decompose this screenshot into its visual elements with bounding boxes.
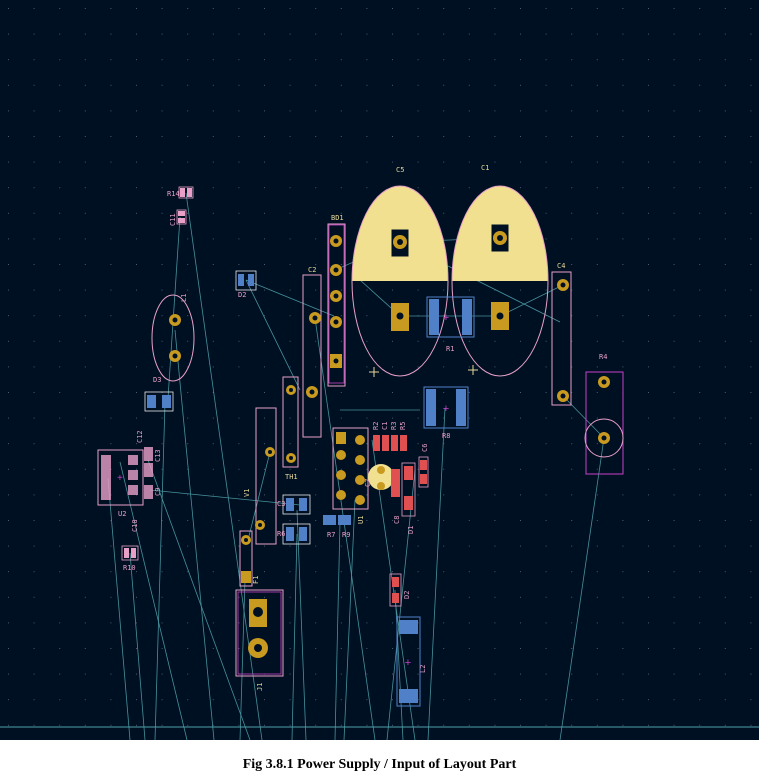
ref-c9: C9: [154, 488, 162, 496]
inductor-l2[interactable]: + L2: [396, 616, 427, 707]
ref-r3: R3: [390, 422, 398, 430]
capacitor-c8[interactable]: C8: [391, 469, 401, 524]
svg-text:+: +: [117, 473, 123, 484]
ref-r2: R2: [372, 422, 380, 430]
ref-c13: C13: [154, 449, 162, 462]
resistor-r14[interactable]: R14: [167, 186, 194, 199]
resistor-r4[interactable]: R4: [584, 353, 624, 475]
ref-f1: F1: [252, 576, 260, 584]
ref-v1: V1: [243, 489, 251, 497]
capacitor-c2[interactable]: C2: [302, 266, 322, 438]
resistor-r10[interactable]: R10: [121, 545, 139, 572]
resistor-r5[interactable]: R5: [399, 422, 407, 451]
ref-c3: C3: [277, 500, 285, 508]
svg-text:+: +: [443, 312, 449, 324]
fuse-f1[interactable]: F1: [239, 530, 260, 587]
connector-j1[interactable]: J1: [235, 589, 284, 691]
diode-d2-top[interactable]: D2: [235, 270, 257, 299]
thermistor-th1[interactable]: TH1: [282, 376, 299, 481]
resistor-r8[interactable]: + R8: [423, 386, 469, 440]
ref-r9: R9: [342, 531, 350, 539]
figure-caption: Fig 3.8.1 Power Supply / Input of Layout…: [242, 757, 517, 772]
ref-r1: R1: [446, 345, 454, 353]
resistor-r2[interactable]: R2: [372, 422, 380, 451]
capacitor-c9[interactable]: C9: [144, 485, 162, 499]
bridge-bd1[interactable]: BD1: [327, 214, 346, 387]
ref-r5: R5: [399, 422, 407, 430]
ref-c10: C10: [131, 519, 139, 532]
resistor-r6[interactable]: R6: [277, 523, 311, 545]
ref-d3: D3: [153, 376, 161, 384]
ic-u1[interactable]: U1: [332, 427, 369, 524]
ref-r10: R10: [123, 564, 136, 572]
capacitor-c13[interactable]: C13: [144, 449, 162, 477]
diode-left[interactable]: D3: [144, 376, 174, 412]
resistor-r7[interactable]: R7: [323, 515, 336, 539]
svg-text:+: +: [405, 657, 411, 669]
resistor-r9[interactable]: R9: [338, 515, 351, 539]
ref-u2: U2: [118, 510, 126, 518]
ref-c4: C4: [557, 262, 565, 270]
ref-c11: C11: [169, 213, 177, 226]
diode-d1[interactable]: D1: [401, 462, 416, 534]
ref-c1-small: C1: [381, 422, 389, 430]
ref-j1: J1: [256, 683, 264, 691]
ref-c5: C5: [396, 166, 404, 174]
ref-u1: U1: [357, 516, 365, 524]
resistor-r1[interactable]: + R1: [426, 296, 475, 353]
ref-c8: C8: [393, 516, 401, 524]
capacitor-c10[interactable]: C10: [131, 519, 139, 532]
ref-c7: C7: [364, 479, 372, 487]
ref-l2: L2: [419, 665, 427, 673]
grid-dots: [8, 8, 752, 726]
ref-bd1: BD1: [331, 214, 344, 222]
ref-c12: C12: [136, 430, 144, 443]
capacitor-c1-small[interactable]: C1: [381, 422, 389, 451]
capacitor-c11[interactable]: C11: [169, 209, 187, 226]
capacitor-c6[interactable]: C6: [418, 444, 429, 488]
ref-d2-top: D2: [238, 291, 246, 299]
pcb-canvas[interactable]: C5 C1 + R1 + R8: [0, 0, 759, 740]
ic-u2[interactable]: + U2: [97, 449, 144, 518]
capacitor-c4[interactable]: C4: [551, 262, 572, 406]
varistor-v1[interactable]: V1: [243, 407, 277, 545]
capacitor-c5[interactable]: C5: [351, 166, 449, 377]
ref-c1-large: C1: [481, 164, 489, 172]
capacitor-c1-large[interactable]: C1: [451, 164, 549, 377]
ref-d1: D1: [407, 526, 415, 534]
inductor-l1[interactable]: L1: [151, 294, 195, 382]
ref-r7: R7: [327, 531, 335, 539]
ref-d2-bottom: D2: [403, 591, 411, 599]
ref-r14: R14: [167, 190, 180, 198]
resistor-r3[interactable]: R3: [390, 422, 398, 451]
pcb-layout[interactable]: C5 C1 + R1 + R8: [0, 0, 759, 740]
ref-r8: R8: [442, 432, 450, 440]
ref-r6: R6: [277, 530, 285, 538]
capacitor-c7[interactable]: C7: [364, 464, 394, 490]
crosshair-markers: [369, 365, 478, 377]
svg-text:+: +: [443, 403, 449, 415]
capacitor-c12[interactable]: C12: [136, 430, 153, 461]
capacitor-c3[interactable]: C3: [277, 494, 311, 515]
ref-c6: C6: [421, 444, 429, 452]
diode-d2-bottom[interactable]: D2: [389, 573, 411, 607]
ref-c2: C2: [308, 266, 316, 274]
ref-th1: TH1: [285, 473, 298, 481]
ref-l1: L1: [180, 294, 188, 302]
ref-r4: R4: [599, 353, 607, 361]
